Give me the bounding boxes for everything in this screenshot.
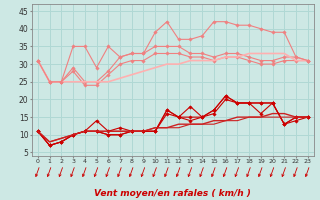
Text: Vent moyen/en rafales ( km/h ): Vent moyen/en rafales ( km/h ) (94, 189, 251, 198)
